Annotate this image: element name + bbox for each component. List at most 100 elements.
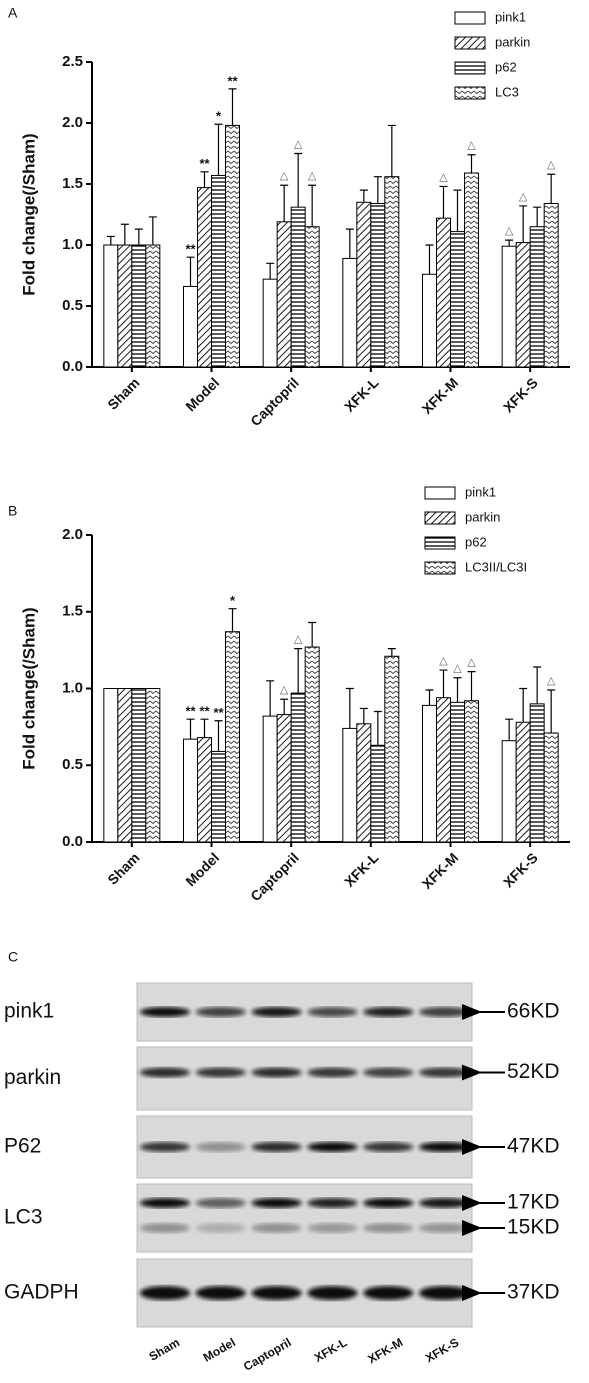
y-tick-label: 2.0 [62,114,83,131]
bar [262,715,278,843]
error-bar [387,124,396,177]
y-tick-label: 0.0 [62,833,83,850]
bar [211,750,226,843]
y-tick-label: 1.5 [62,603,83,620]
bar [384,655,400,843]
y-tick-label: 0.5 [62,297,83,314]
bar [262,278,278,368]
bar [436,697,451,843]
blot-band [251,1286,302,1300]
y-tick-label: 2.5 [62,53,83,70]
lane-label: XFK-M [365,1335,405,1366]
blot-band [418,1286,470,1300]
error-bar [200,171,209,188]
bar [197,737,212,843]
significance-mark: △ [280,684,289,696]
blot-band [307,1198,358,1208]
error-bar [228,608,237,632]
x-tick-label: Model [182,849,222,889]
blot-band [363,1286,414,1300]
error-bar [425,244,434,275]
blot-band [251,1067,302,1078]
bar [501,245,517,368]
bar [515,242,531,368]
legend-swatch [454,11,486,25]
error-bar [533,666,542,704]
legend-swatch [454,86,486,100]
bar [501,740,517,843]
blot-band [307,1286,358,1300]
x-tick-label: XFK-M [419,849,462,892]
legend-label: p62 [495,59,517,74]
bar [103,244,119,368]
error-bar [547,689,556,734]
error-bar [294,152,303,208]
bar [356,723,372,843]
error-bar [345,687,354,729]
bar [304,646,320,843]
error-bar [519,205,528,243]
blot-band [139,1223,191,1233]
bar [145,688,161,843]
legend-label: pink1 [495,9,526,24]
bar [450,701,465,843]
error-bar [294,647,303,694]
bar [422,704,437,843]
blot-band [139,1067,191,1078]
bar [464,700,479,843]
significance-mark: △ [519,191,528,203]
y-tick-label: 0.5 [62,756,83,773]
lane-label: Captopril [241,1335,294,1373]
y-tick-label: 1.0 [62,236,83,253]
error-bar [280,698,289,715]
significance-mark: ** [213,705,224,720]
bar [543,732,559,843]
error-bar [439,669,448,698]
x-tick-label: XFK-L [341,849,382,890]
blot-band [363,1007,414,1017]
legend-label: parkin [465,509,500,524]
blot-band [307,1223,358,1233]
bar [370,744,386,843]
bar [529,226,545,368]
significance-mark: △ [294,138,303,150]
blot-strip [136,1046,473,1111]
significance-mark: ** [227,73,238,88]
significance-mark: * [230,593,236,608]
x-tick-label: Captopril [247,374,302,429]
blot-band [195,1223,246,1233]
error-bar [308,621,317,648]
error-bar [425,689,434,706]
blot-band [139,1286,191,1300]
blot-band [363,1198,414,1208]
bar [384,176,400,368]
blot-band [307,1142,358,1152]
blot-band [195,1067,246,1078]
error-bar [214,123,223,176]
bar [436,217,451,368]
legend-label: LC3 [495,84,519,99]
error-bar [106,235,115,245]
blot-band [363,1142,414,1152]
significance-mark: △ [453,663,462,675]
significance-mark: △ [439,171,448,183]
lane-label: Model [201,1335,238,1364]
blot-band [251,1007,302,1017]
bar [515,721,531,843]
significance-mark: ** [185,242,196,257]
significance-mark: * [216,109,222,124]
legend-swatch [424,561,456,575]
bar [197,187,212,368]
bar [529,703,545,843]
x-tick-label: Sham [104,849,142,887]
bar [276,221,292,368]
blot-band [139,1007,191,1017]
error-bar [467,154,476,174]
bar [131,244,147,368]
bar [422,273,437,368]
bar [276,714,292,843]
bar [450,231,465,368]
lane-label: Sham [147,1335,182,1363]
error-bar [373,710,382,746]
